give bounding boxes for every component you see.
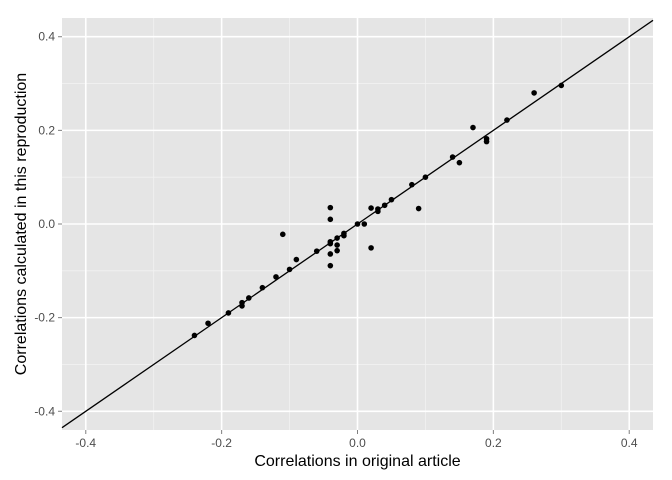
data-point [334,247,340,254]
data-point [273,274,279,280]
x-axis-ticks: -0.4 -0.2 0.0 0.2 0.4 [75,430,638,450]
data-point [375,208,381,215]
data-points [191,82,565,339]
data-point [246,295,252,301]
data-point [293,256,300,263]
data-point [504,117,510,123]
y-tick-label: 0.0 [38,217,55,231]
data-point [334,235,340,241]
data-point [205,320,211,327]
data-point [239,303,245,309]
data-point [334,242,340,248]
data-point [422,174,429,180]
data-point [191,332,198,339]
data-point [409,181,415,188]
y-tick-label: 0.4 [38,30,55,44]
y-tick-label: -0.2 [34,311,55,325]
data-point [313,248,320,254]
data-point [327,262,334,269]
data-point [531,90,537,96]
data-point [368,205,374,211]
data-point [327,251,334,257]
y-tick-label: 0.2 [38,123,55,137]
data-point [388,196,395,203]
x-axis-title: Correlations in original article [254,453,460,470]
x-tick-label: 0.0 [349,436,366,450]
y-tick-label: -0.4 [34,404,55,418]
data-point [259,284,266,291]
data-point [225,310,232,316]
data-point [558,82,565,89]
data-point [286,266,293,273]
data-point [341,232,347,239]
data-point [327,240,334,247]
x-tick-label: 0.2 [485,436,502,450]
x-tick-label: -0.4 [75,436,96,450]
data-point [354,221,361,227]
x-tick-label: -0.2 [211,436,232,450]
data-point [449,154,456,160]
x-tick-label: 0.4 [621,436,638,450]
y-axis-title: Correlations calculated in this reproduc… [13,73,30,375]
data-point [327,204,334,211]
data-point [361,221,368,227]
data-point [415,205,422,212]
data-point [279,231,286,238]
data-point [368,245,374,251]
data-point [470,124,476,131]
y-axis-ticks: -0.4 -0.2 0.0 0.2 0.4 [34,30,62,418]
data-point [456,159,463,166]
data-point [327,216,334,223]
data-point [381,202,388,209]
data-point [483,138,490,145]
